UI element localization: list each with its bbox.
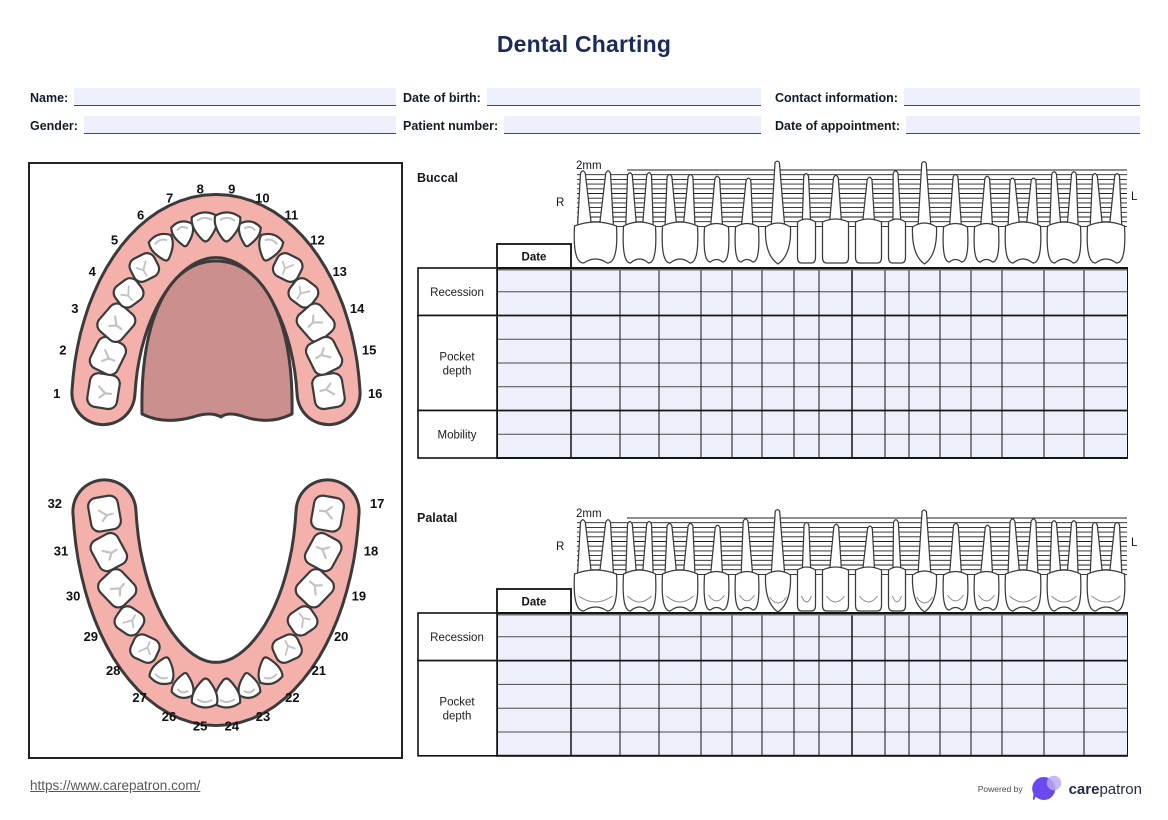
svg-text:18: 18 [364, 544, 378, 559]
gender-input[interactable] [83, 116, 396, 134]
name-input[interactable] [74, 88, 396, 106]
palatal-section-title: Palatal [417, 511, 458, 525]
svg-text:13: 13 [332, 264, 346, 279]
svg-text:11: 11 [285, 207, 299, 222]
tooth-numbering-diagram: 1 2 3 4 5 6 7 8 9 10 11 12 13 14 15 16 17 18 19 20 21 22 23 24 2… [28, 162, 403, 759]
field-gender: Gender: [30, 115, 396, 134]
svg-text:9: 9 [228, 182, 235, 197]
svg-text:14: 14 [350, 301, 365, 316]
gender-label: Gender: [30, 119, 78, 133]
date-of-birth-label: Date of birth: [403, 91, 481, 105]
svg-text:Mobility: Mobility [438, 429, 477, 441]
svg-text:5: 5 [111, 232, 118, 247]
date-of-birth-input[interactable] [486, 88, 761, 106]
svg-text:7: 7 [166, 190, 173, 205]
palatal-measurement-grid[interactable]: Date Recession Pocket depth [417, 588, 1128, 758]
svg-text:24: 24 [225, 718, 240, 733]
field-date-of-birth: Date of birth: [403, 87, 761, 106]
buccal-section-title: Buccal [417, 171, 458, 185]
field-name: Name: [30, 87, 396, 106]
patient-number-input[interactable] [504, 116, 761, 134]
field-date-of-appointment: Date of appointment: [775, 115, 1140, 134]
svg-text:23: 23 [256, 709, 270, 724]
buccal-teeth-illustration [573, 160, 1127, 265]
svg-text:1: 1 [53, 386, 60, 401]
svg-text:16: 16 [368, 386, 382, 401]
svg-text:20: 20 [334, 629, 348, 644]
svg-text:15: 15 [362, 342, 376, 357]
svg-text:2: 2 [59, 342, 66, 357]
palatal-teeth-illustration [573, 508, 1127, 613]
date-of-appointment-label: Date of appointment: [775, 119, 900, 133]
svg-text:Recession: Recession [430, 287, 484, 299]
buccal-right-marker: R [556, 197, 565, 209]
powered-by-label: Powered by [977, 784, 1023, 794]
field-patient-number: Patient number: [403, 115, 761, 134]
svg-text:28: 28 [106, 663, 120, 678]
date-of-appointment-input[interactable] [906, 116, 1140, 134]
buccal-left-marker: L [1131, 191, 1138, 203]
svg-text:17: 17 [370, 496, 384, 511]
svg-text:Date: Date [522, 252, 547, 264]
svg-text:30: 30 [66, 588, 80, 603]
svg-text:29: 29 [84, 629, 98, 644]
svg-text:Date: Date [522, 597, 547, 609]
svg-text:31: 31 [54, 544, 68, 559]
palatal-scale-label: 2mm [576, 508, 602, 520]
page-title: Dental Charting [496, 31, 672, 57]
field-contact-information: Contact information: [775, 87, 1140, 106]
palatal-left-marker: L [1131, 537, 1138, 549]
svg-text:26: 26 [162, 709, 176, 724]
contact-information-label: Contact information: [775, 91, 898, 105]
svg-text:19: 19 [352, 588, 366, 603]
svg-text:Recession: Recession [430, 632, 484, 644]
carepatron-logo-icon [1031, 775, 1061, 800]
svg-text:6: 6 [137, 207, 144, 222]
name-label: Name: [30, 91, 69, 105]
svg-text:32: 32 [48, 496, 62, 511]
svg-text:4: 4 [89, 264, 97, 279]
svg-text:27: 27 [132, 690, 146, 705]
carepatron-wordmark: carepatron [1068, 780, 1142, 798]
svg-text:8: 8 [197, 182, 204, 197]
powered-by-badge: Powered by carepatron [978, 772, 1142, 806]
carepatron-link[interactable]: https://www.carepatron.com/ [30, 778, 201, 793]
svg-text:22: 22 [285, 690, 299, 705]
palatal-right-marker: R [556, 541, 565, 553]
buccal-measurement-grid[interactable]: Date Recession Pocket depth Mobility [417, 243, 1128, 460]
svg-text:21: 21 [312, 663, 326, 678]
patient-number-label: Patient number: [403, 119, 499, 133]
svg-text:25: 25 [193, 718, 207, 733]
buccal-scale-label: 2mm [576, 160, 602, 172]
svg-text:12: 12 [310, 232, 324, 247]
svg-text:10: 10 [255, 190, 269, 205]
svg-text:3: 3 [71, 301, 78, 316]
contact-information-input[interactable] [903, 88, 1140, 106]
